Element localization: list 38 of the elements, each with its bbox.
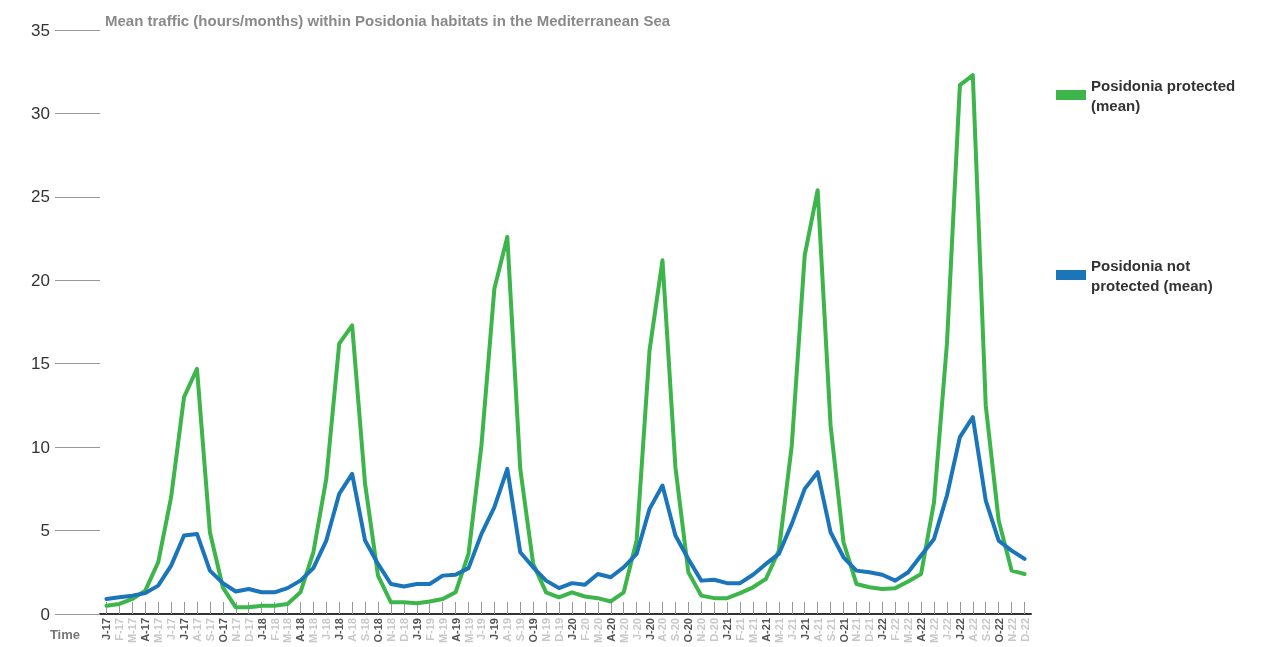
x-tick-label: J-20 <box>643 618 656 641</box>
x-tick-label: J-22 <box>876 618 889 641</box>
x-tick-label: O-18 <box>372 618 385 643</box>
x-tick-label: J-21 <box>798 618 811 641</box>
legend-label: Posidonia not protected (mean) <box>1091 256 1213 294</box>
x-tick-label: J-19 <box>488 618 501 641</box>
line-series <box>104 73 1027 610</box>
x-tick-label: J-18 <box>333 618 346 641</box>
x-tick-label: J-20 <box>565 618 578 641</box>
y-tick-label: 15 <box>31 354 50 374</box>
legend-label: Posidonia protected (mean) <box>1091 76 1240 114</box>
y-tick-label: 0 <box>40 604 50 624</box>
line-series <box>104 415 1027 601</box>
y-tick-label: 10 <box>31 437 50 457</box>
chart-title: Mean traffic (hours/months) within Posidonia habitats in the Mediterranean Sea <box>105 12 671 29</box>
x-tick-label: J-22 <box>953 618 966 641</box>
x-tick-label: J-19 <box>410 618 423 641</box>
x-tick-label: O-20 <box>682 618 695 643</box>
y-tick-label: 35 <box>31 20 50 40</box>
x-tick-label: O-21 <box>837 618 850 643</box>
y-tick-label: 5 <box>40 521 50 541</box>
x-tick-label: J-18 <box>255 618 268 641</box>
y-tick-label: 20 <box>31 270 50 290</box>
y-tick-label: 25 <box>31 187 50 207</box>
x-tick-label: J-17 <box>100 618 113 641</box>
x-tick-label: O-22 <box>992 618 1005 643</box>
x-tick-label: J-17 <box>178 618 191 641</box>
x-tick-label: J-21 <box>721 618 734 641</box>
x-tick-label: O-19 <box>527 618 540 643</box>
x-tick-label: A-18 <box>294 618 307 642</box>
x-tick-label: O-17 <box>216 618 229 643</box>
x-tick-label: A-22 <box>915 618 928 642</box>
y-tick-label: 30 <box>31 103 50 123</box>
x-tick-label: A-17 <box>139 618 152 642</box>
x-tick-label: A-21 <box>759 618 772 642</box>
x-tick-label: A-19 <box>449 618 462 642</box>
x-axis-title: Time <box>49 627 80 642</box>
x-tick-label: A-20 <box>604 618 617 642</box>
